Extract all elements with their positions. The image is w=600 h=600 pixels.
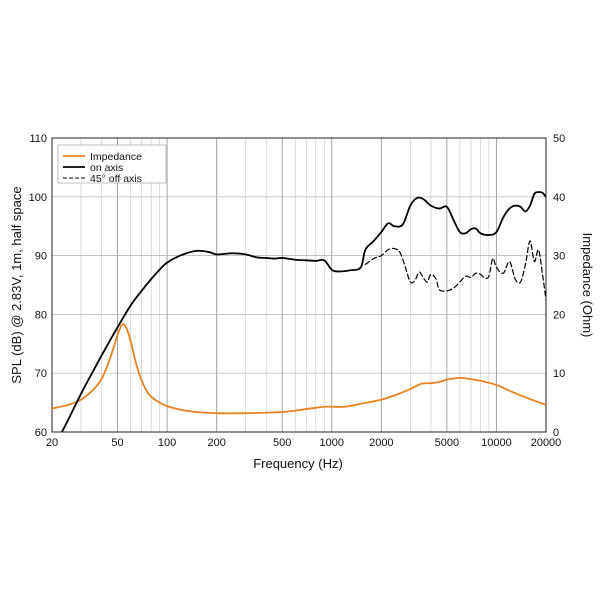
x-tick-label: 1000 bbox=[320, 437, 344, 449]
x-tick-label: 500 bbox=[273, 437, 291, 449]
y-tick-label: 100 bbox=[29, 192, 47, 204]
y2-tick-label: 50 bbox=[553, 133, 565, 145]
plot-area bbox=[51, 137, 547, 433]
y2-tick-label: 10 bbox=[553, 368, 565, 380]
x-tick-label: 200 bbox=[207, 437, 225, 449]
y2-axis-title: Impedance (Ohm) bbox=[580, 233, 595, 338]
x-tick-label: 5000 bbox=[435, 437, 459, 449]
x-tick-label: 20000 bbox=[531, 437, 562, 449]
impedance-line bbox=[52, 323, 546, 415]
y2-tick-label: 0 bbox=[553, 427, 559, 439]
y2-axis-ticks: 0 10 20 30 40 50 bbox=[553, 133, 565, 439]
x-tick-label: 20 bbox=[46, 437, 58, 449]
y-tick-label: 90 bbox=[35, 251, 47, 263]
x-tick-label: 100 bbox=[158, 437, 176, 449]
series-lines bbox=[52, 191, 546, 432]
x-tick-label: 50 bbox=[111, 437, 123, 449]
x-axis-ticks: 20 50 100 200 500 1000 2000 5000 10000 20000 bbox=[46, 437, 561, 449]
y2-tick-label: 20 bbox=[553, 309, 565, 321]
on-axis-line bbox=[60, 191, 546, 432]
off-axis-45-line bbox=[364, 240, 546, 301]
x-tick-label: 10000 bbox=[481, 437, 512, 449]
y2-tick-label: 40 bbox=[553, 192, 565, 204]
y-axis-ticks: 60 70 80 90 100 110 bbox=[29, 133, 47, 439]
legend-label: on axis bbox=[90, 162, 123, 174]
legend-label: 45° off axis bbox=[90, 173, 142, 185]
x-tick-label: 2000 bbox=[369, 437, 393, 449]
y-tick-label: 60 bbox=[35, 427, 47, 439]
legend-label: Impedance bbox=[90, 151, 142, 163]
legend-box bbox=[57, 144, 167, 184]
y-tick-label: 80 bbox=[35, 309, 47, 321]
y-tick-label: 70 bbox=[35, 368, 47, 380]
y-tick-label: 110 bbox=[29, 133, 47, 145]
y2-tick-label: 30 bbox=[553, 251, 565, 263]
y-axis-title: SPL (dB) @ 2.83V, 1m, half space bbox=[9, 186, 24, 383]
x-axis-title: Frequency (Hz) bbox=[253, 456, 343, 471]
